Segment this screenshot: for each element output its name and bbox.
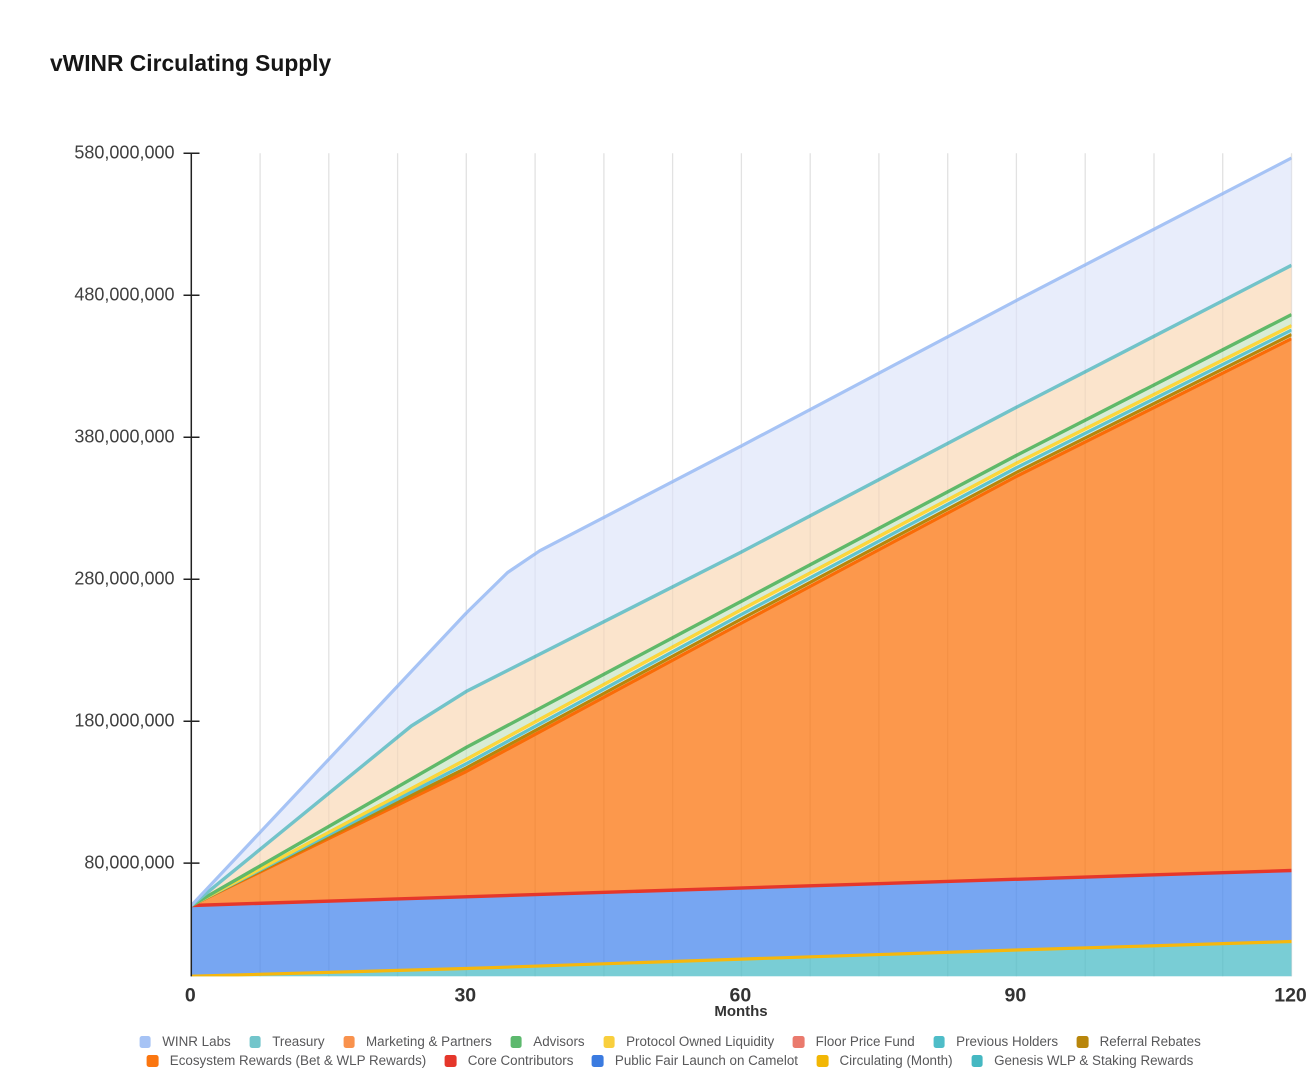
- svg-text:vWINR Circulating Supply: vWINR Circulating Supply: [50, 50, 331, 76]
- svg-text:480,000,000: 480,000,000: [74, 285, 174, 305]
- svg-text:380,000,000: 380,000,000: [74, 427, 174, 447]
- svg-text:30: 30: [454, 984, 476, 1006]
- svg-text:280,000,000: 280,000,000: [74, 569, 174, 589]
- svg-text:120: 120: [1274, 984, 1307, 1006]
- svg-text:80,000,000: 80,000,000: [84, 853, 174, 873]
- svg-text:180,000,000: 180,000,000: [74, 711, 174, 731]
- svg-text:Months: Months: [714, 1003, 767, 1020]
- svg-text:60: 60: [730, 984, 752, 1006]
- svg-text:90: 90: [1005, 984, 1027, 1006]
- svg-text:0: 0: [185, 984, 196, 1006]
- svg-text:580,000,000: 580,000,000: [74, 143, 174, 163]
